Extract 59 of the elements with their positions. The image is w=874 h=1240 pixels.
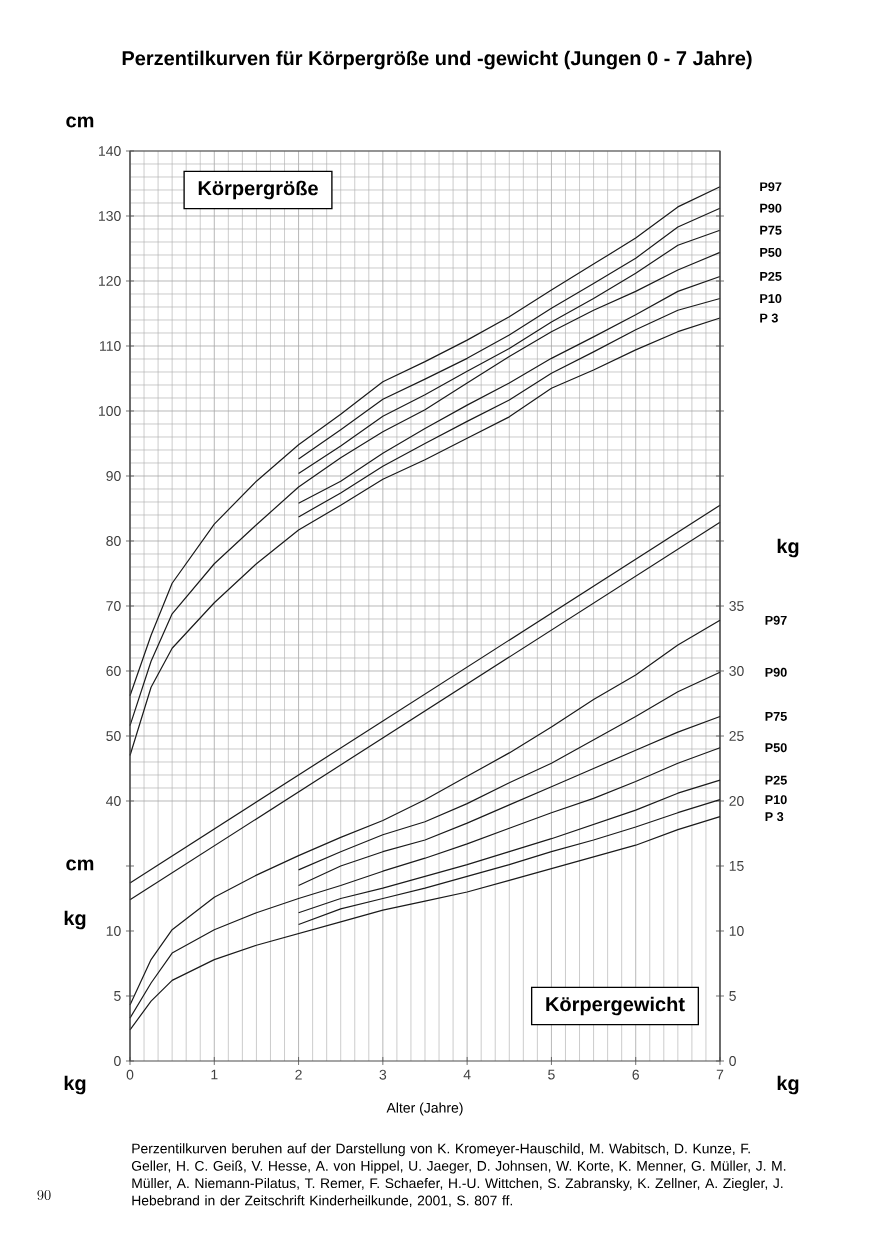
text: P 3 bbox=[760, 313, 778, 323]
text: P 3 bbox=[765, 812, 784, 822]
text: P75 bbox=[765, 712, 787, 721]
y-tick-label: 50 bbox=[106, 731, 121, 741]
text: P90 bbox=[760, 203, 782, 213]
y2-tick-label: 10 bbox=[729, 926, 744, 936]
y2-axis-title: kg bbox=[777, 538, 799, 558]
text: P10 bbox=[760, 294, 782, 304]
y2-tick-label: 15 bbox=[729, 861, 744, 871]
y-tick-label: 70 bbox=[106, 601, 121, 611]
y-axis-title: cm bbox=[66, 116, 94, 128]
y-tick-label: 130 bbox=[99, 211, 121, 221]
y-tick-label: 60 bbox=[106, 666, 121, 676]
text: P10 bbox=[765, 795, 787, 805]
y2-tick-label: 25 bbox=[729, 731, 744, 741]
x-axis-title: Alter (Jahre) bbox=[386, 1102, 463, 1116]
text: P50 bbox=[765, 743, 787, 753]
text: P50 bbox=[760, 247, 782, 257]
annotation: Körpergewicht bbox=[546, 996, 685, 1016]
y2-tick-label: 30 bbox=[729, 666, 744, 676]
x-tick-label: 7 bbox=[716, 1069, 724, 1080]
x-tick-label: 0 bbox=[126, 1069, 134, 1080]
text: kg bbox=[777, 1075, 799, 1095]
y2-tick-label: 5 bbox=[729, 991, 736, 1001]
text: kg bbox=[64, 910, 86, 930]
x-tick-label: 3 bbox=[379, 1069, 387, 1080]
y2-tick-label: 20 bbox=[729, 796, 744, 806]
x-tick-label: 6 bbox=[632, 1069, 639, 1080]
y2-tick-label: 35 bbox=[729, 601, 744, 611]
annotation: Körpergröße bbox=[198, 180, 318, 200]
y-tick-label: 80 bbox=[106, 536, 121, 546]
y-tick-label: 40 bbox=[106, 796, 121, 806]
line-series bbox=[297, 715, 721, 887]
line-series bbox=[129, 747, 721, 1019]
y-tick-label: 140 bbox=[99, 146, 121, 156]
x-tick-label: 2 bbox=[295, 1069, 302, 1080]
text: P75 bbox=[760, 225, 782, 235]
y3-tick-label: 5 bbox=[114, 991, 121, 1001]
y-tick-label: 120 bbox=[99, 276, 121, 286]
x-tick-label: 1 bbox=[211, 1069, 218, 1080]
text: 90 bbox=[37, 1189, 51, 1201]
y2-tick-label: 0 bbox=[729, 1056, 736, 1066]
line-series bbox=[297, 799, 721, 926]
text: P25 bbox=[765, 775, 787, 785]
text: P97 bbox=[760, 182, 782, 192]
y-tick-label: 90 bbox=[106, 471, 121, 481]
chart-title: Perzentilkurven für Körpergröße und -gewicht (Jungen 0 - 7 Jahre) bbox=[122, 50, 752, 70]
x-tick-label: 5 bbox=[548, 1069, 555, 1080]
text: kg bbox=[64, 1075, 86, 1095]
x-tick-label: 4 bbox=[463, 1069, 471, 1080]
y3-tick-label: 0 bbox=[114, 1056, 121, 1066]
text: P97 bbox=[765, 615, 787, 625]
text: P25 bbox=[760, 271, 782, 281]
text: cm bbox=[66, 859, 94, 871]
y-tick-label: 100 bbox=[99, 406, 121, 416]
text: Perzentilkurven beruhen auf der Darstellung von K. Kromeyer-Hauschild, M. Wabitsch, D. Kunze, F. Geller, H. C. Geiß, V. Hesse, A. von Hippel, U. Jaeger, D. Johnsen, W. Korte, K. Menner, G. Müller, J. M. Müller, A. Niemann-Pilatus, T. Remer, F. Schaefer, H.-U. Wittchen, S. Zabransky, K. Zellner, A. Ziegler, J. Hebebrand in der Zeitschrift Kinderheilkunde, 2001, S. 807 ff. bbox=[131, 1143, 786, 1208]
text: P90 bbox=[765, 667, 787, 677]
y-tick-label: 110 bbox=[100, 341, 121, 351]
y3-tick-label: 10 bbox=[106, 926, 121, 936]
